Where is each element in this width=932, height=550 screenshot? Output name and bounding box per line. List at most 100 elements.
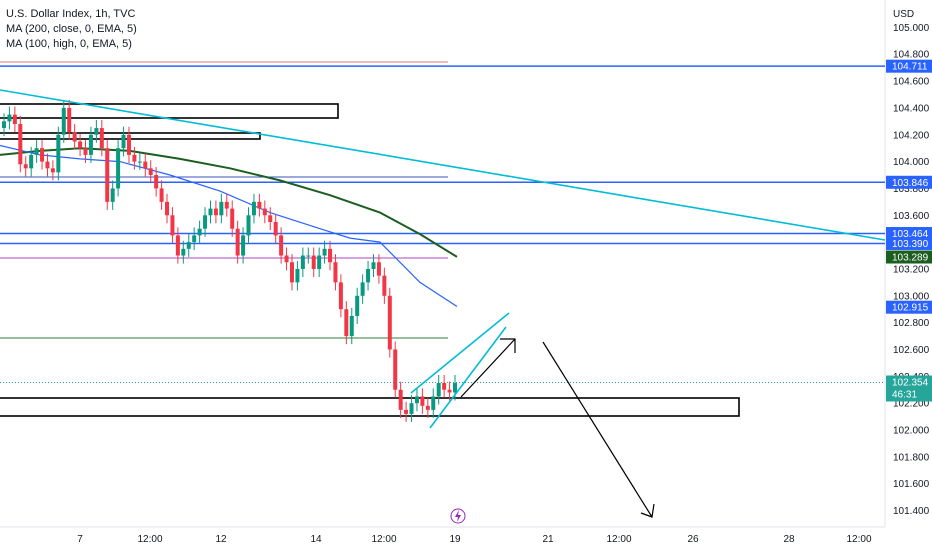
x-tick-label: 12:00 (371, 534, 396, 545)
x-tick-label: 26 (687, 534, 699, 545)
currency-label: USD (893, 9, 914, 20)
candle-body (295, 268, 300, 283)
candle-body (409, 403, 414, 414)
candle-body (186, 242, 191, 249)
candle-body (453, 383, 457, 393)
candle-body (165, 201, 170, 216)
legend-title: U.S. Dollar Index, 1h, TVC (6, 8, 136, 20)
x-tick-label: 7 (77, 534, 83, 545)
candle-body (447, 389, 452, 393)
grid-layer (0, 0, 886, 528)
candle-body (371, 262, 376, 269)
candle-body (148, 168, 153, 176)
candle-body (306, 255, 311, 257)
candle-body (116, 148, 121, 189)
price-badge (886, 250, 932, 264)
candle-body (246, 215, 251, 236)
candle-body (61, 107, 66, 135)
horizontal-levels (0, 61, 885, 383)
candle-body (137, 161, 142, 163)
candle-body (262, 208, 267, 216)
descending-trendline (0, 89, 886, 241)
candle-body (311, 255, 316, 269)
candle-body (404, 409, 409, 414)
candle-body (355, 295, 360, 316)
y-tick-label: 104.400 (893, 103, 930, 114)
up-arrow-shaft (460, 338, 516, 398)
candle-body (143, 161, 148, 169)
y-tick-label: 102.200 (893, 399, 930, 410)
countdown-label: 46:31 (892, 389, 917, 400)
candle-body (23, 164, 28, 169)
candle-body (67, 107, 72, 133)
candle-body (175, 235, 180, 256)
candle-body (29, 154, 34, 169)
candle-body (7, 114, 12, 122)
candle-body (94, 128, 99, 135)
candle-body (257, 201, 262, 209)
candle-body (88, 134, 93, 155)
trend-drawings (0, 89, 886, 524)
up-arrow-head (500, 338, 516, 353)
y-tick-label: 103.600 (893, 211, 930, 222)
candle-body (268, 215, 273, 222)
y-tick-label: 104.800 (893, 50, 930, 61)
ma200-line (0, 147, 458, 258)
y-tick-label: 104.600 (893, 77, 930, 88)
y-tick-label: 103.800 (893, 184, 930, 195)
candle-body (273, 221, 278, 236)
candle-body (251, 201, 256, 216)
candle-body (110, 188, 115, 202)
y-tick-label: 101.800 (893, 452, 930, 463)
candle-body (34, 148, 39, 155)
x-tick-label: 12:00 (846, 534, 871, 545)
price-badge (886, 236, 932, 250)
candle-body (382, 275, 387, 296)
zone-box-top (0, 103, 339, 119)
candle-body (159, 188, 164, 202)
price-badge (886, 59, 932, 73)
down-arrow-head (640, 503, 655, 518)
support-zone-box (0, 397, 740, 417)
x-tick-label: 12:00 (606, 534, 631, 545)
candle-body (192, 235, 197, 243)
price-badge (886, 227, 932, 241)
y-tick-label: 105.000 (893, 23, 930, 34)
candle-body (132, 154, 137, 162)
candle-body (393, 349, 398, 390)
candle-body (126, 134, 131, 155)
candle-body (414, 396, 419, 404)
candle-body (203, 215, 208, 229)
legend-ma200: MA (200, close, 0, EMA, 5) (6, 23, 137, 35)
x-tick-label: 19 (449, 534, 461, 545)
candle-body (181, 248, 186, 256)
price-badge-label: 103.846 (892, 178, 929, 189)
candle-body (333, 262, 338, 283)
x-tick-label: 12:00 (137, 534, 162, 545)
candle-body (425, 405, 430, 410)
candle-body (398, 389, 403, 410)
candlesticks (2, 99, 457, 422)
candle-body (56, 134, 61, 173)
candle-body (219, 201, 224, 216)
candle-body (12, 114, 17, 125)
price-badge-label: 102.915 (892, 303, 929, 314)
candle-body (208, 208, 213, 216)
candle-body (40, 148, 45, 162)
candle-body (241, 235, 246, 256)
candle-body (376, 262, 381, 276)
candle-body (230, 208, 235, 229)
candle-body (366, 268, 371, 283)
candle-body (105, 148, 110, 202)
candle-body (83, 148, 88, 155)
candle-body (436, 383, 441, 397)
ma100-line (0, 144, 458, 308)
price-badge (886, 300, 932, 314)
candle-body (322, 248, 327, 256)
y-tick-label: 104.000 (893, 157, 930, 168)
candle-body (45, 161, 50, 169)
y-tick-label: 102.800 (893, 318, 930, 329)
candle-body (328, 248, 333, 263)
price-badge (886, 175, 932, 189)
